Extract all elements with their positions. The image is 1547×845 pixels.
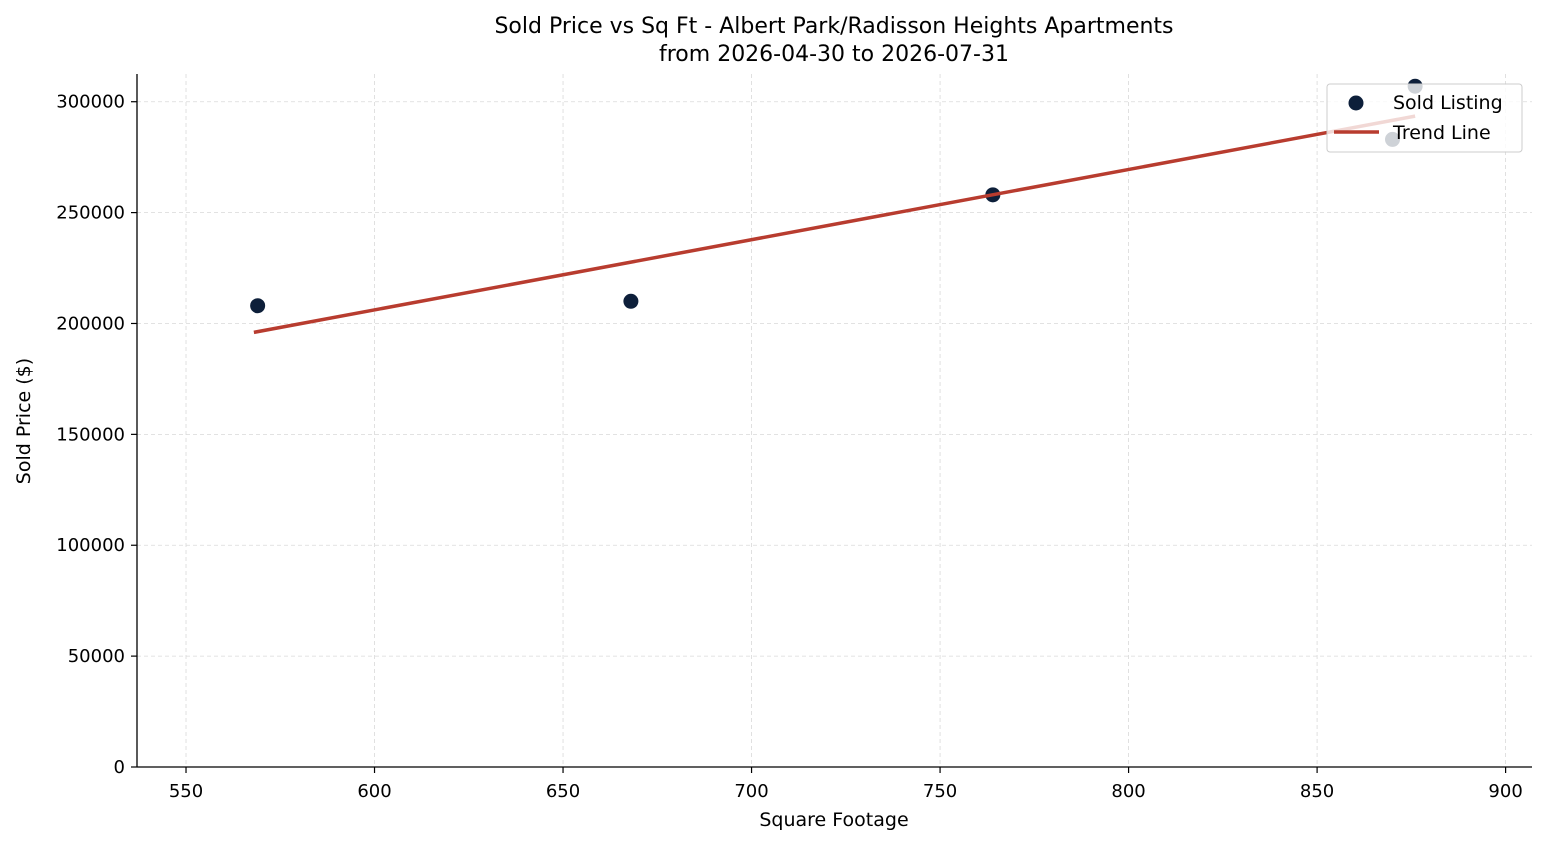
y-tick-label: 200000 (56, 313, 125, 334)
x-tick-label: 800 (1111, 781, 1145, 802)
trend-line (253, 114, 1416, 335)
x-tick-label: 900 (1488, 781, 1522, 802)
x-tick-label: 700 (734, 781, 768, 802)
grid-lines (137, 74, 1532, 767)
chart-title: Sold Price vs Sq Ft - Albert Park/Radiss… (494, 14, 1173, 39)
x-tick-label: 650 (546, 781, 580, 802)
data-point (250, 298, 266, 314)
legend-marker-sold-listing (1348, 95, 1364, 111)
y-tick-label: 250000 (56, 203, 125, 224)
x-tick-label: 600 (357, 781, 391, 802)
x-tick-label: 850 (1300, 781, 1334, 802)
y-tick-label: 300000 (56, 92, 125, 113)
y-axis-ticks: 0 50000 100000 150000 200000 250000 300000 (56, 92, 137, 778)
y-tick-label: 0 (114, 757, 125, 778)
y-tick-label: 100000 (56, 535, 125, 556)
plot-area (250, 78, 1423, 335)
legend-label-sold-listing: Sold Listing (1393, 92, 1503, 114)
y-tick-label: 150000 (56, 424, 125, 445)
x-tick-label: 750 (923, 781, 957, 802)
x-axis-label: Square Footage (759, 809, 908, 831)
legend-box (1326, 83, 1523, 153)
legend: Sold Listing Trend Line (1326, 83, 1523, 153)
chart-subtitle: from 2026-04-30 to 2026-07-31 (659, 42, 1009, 67)
y-tick-label: 50000 (68, 646, 125, 667)
legend-label-trend-line: Trend Line (1392, 122, 1491, 144)
y-axis-label: Sold Price ($) (13, 358, 35, 484)
data-point (623, 293, 639, 309)
x-axis-ticks: 550 600 650 700 750 800 850 900 (169, 767, 1523, 802)
x-tick-label: 550 (169, 781, 203, 802)
